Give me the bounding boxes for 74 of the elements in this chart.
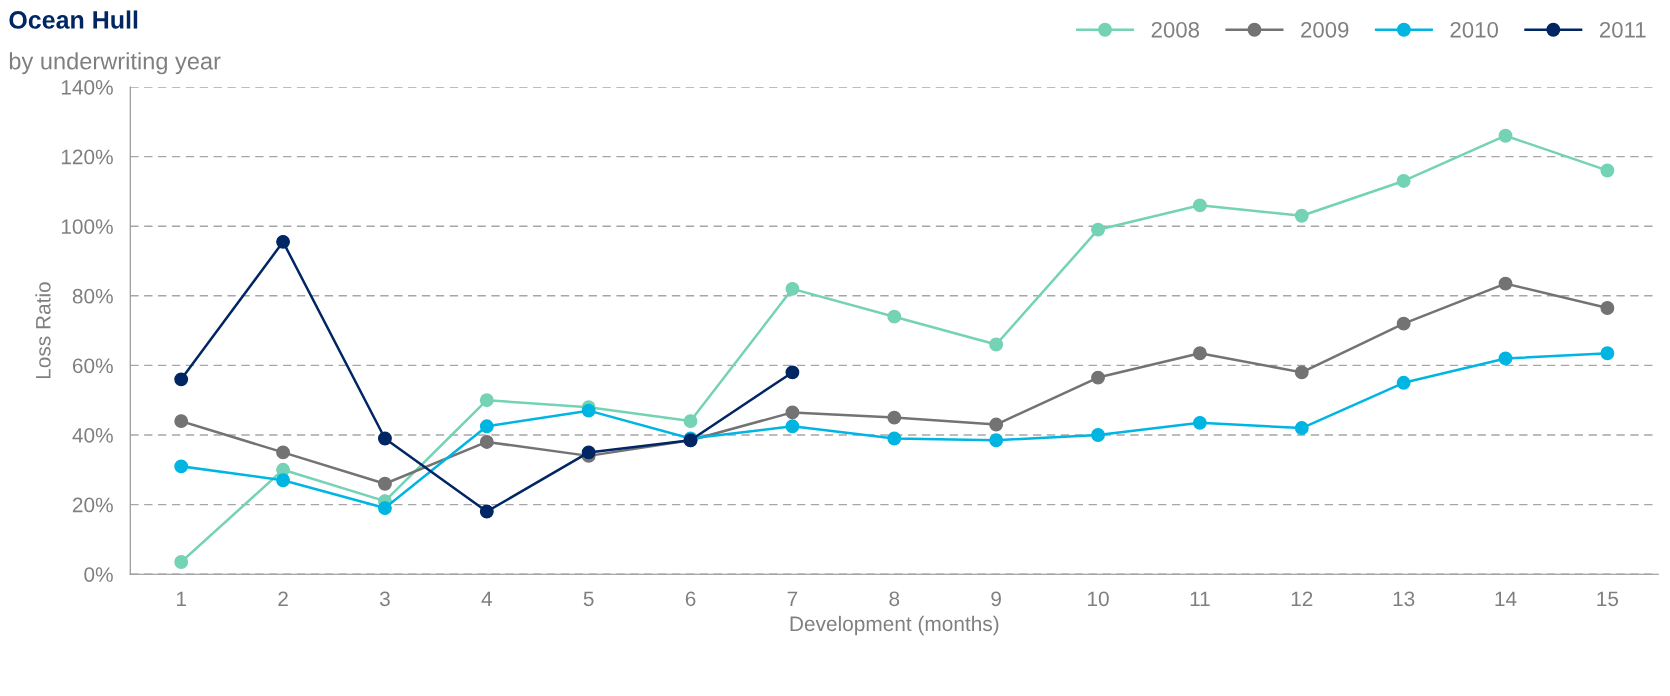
y-tick-label: 120%: [61, 149, 113, 165]
point: [1294, 365, 1309, 380]
x-tick-label: 14: [1495, 591, 1517, 606]
point: [377, 501, 392, 516]
point: [989, 417, 1004, 432]
point: [479, 435, 494, 449]
x-tick-label: 12: [1291, 591, 1313, 606]
point: [1192, 198, 1207, 213]
x-tick-label: 1: [176, 591, 186, 606]
y-tick-label: 100%: [61, 219, 113, 234]
point: [1498, 351, 1513, 366]
x-tick-label: 11: [1190, 591, 1210, 606]
point: [1498, 276, 1513, 291]
legend-label: 2009: [1301, 21, 1349, 38]
y-tick-label: 20%: [72, 497, 113, 513]
point: [1396, 375, 1411, 390]
legend-label: 2010: [1450, 21, 1498, 38]
point: [785, 419, 800, 434]
legend-label: 2008: [1151, 21, 1200, 38]
point: [887, 410, 902, 425]
point: [479, 393, 494, 408]
point: [1600, 163, 1615, 178]
point: [1600, 346, 1615, 361]
point: [785, 405, 800, 420]
point: [989, 433, 1004, 448]
point: [989, 337, 1004, 352]
x-tick-label: 2: [278, 591, 288, 606]
y-axis-title: Loss Ratio: [35, 282, 51, 379]
point: [276, 473, 291, 488]
point: [1498, 128, 1513, 143]
point: [276, 445, 291, 460]
point: [1091, 428, 1105, 442]
y-tick-label: 80%: [72, 288, 113, 304]
point: [276, 234, 291, 249]
point: [377, 476, 392, 491]
point: [479, 419, 494, 434]
chart-title: Ocean Hull: [9, 10, 138, 29]
x-tick-label: 3: [379, 591, 390, 607]
x-tick-label: 8: [889, 591, 900, 607]
x-axis-title: Development (months): [790, 615, 999, 636]
point: [1600, 301, 1615, 315]
point: [377, 431, 392, 446]
y-tick-label: 140%: [61, 80, 113, 95]
x-tick-label: 7: [787, 591, 798, 606]
point: [174, 555, 189, 569]
point: [1192, 415, 1207, 430]
point: [174, 459, 189, 474]
y-tick-label: 0%: [84, 567, 113, 582]
legend-label: 2011: [1599, 21, 1646, 38]
x-tick-label: 10: [1088, 591, 1109, 607]
x-tick-label: 4: [481, 591, 492, 606]
point: [785, 281, 800, 296]
point: [1396, 316, 1411, 331]
x-tick-label: 6: [685, 591, 696, 607]
y-tick-label: 40%: [72, 428, 113, 443]
point: [785, 365, 800, 380]
chart-subtitle: by underwriting year: [9, 52, 221, 75]
x-tick-label: 5: [583, 591, 594, 607]
point: [887, 309, 902, 324]
x-tick-label: 15: [1597, 591, 1619, 607]
x-tick-label: 9: [991, 591, 1001, 607]
y-tick-label: 60%: [72, 358, 113, 374]
point: [1396, 174, 1411, 188]
point: [174, 372, 189, 387]
point: [683, 414, 698, 429]
point: [1091, 370, 1105, 385]
point: [174, 414, 189, 429]
point: [887, 431, 902, 446]
point: [1294, 421, 1309, 435]
point: [479, 504, 494, 519]
point: [1294, 208, 1309, 223]
point: [1091, 222, 1105, 237]
point: [1192, 346, 1207, 361]
x-tick-label: 13: [1393, 591, 1415, 607]
